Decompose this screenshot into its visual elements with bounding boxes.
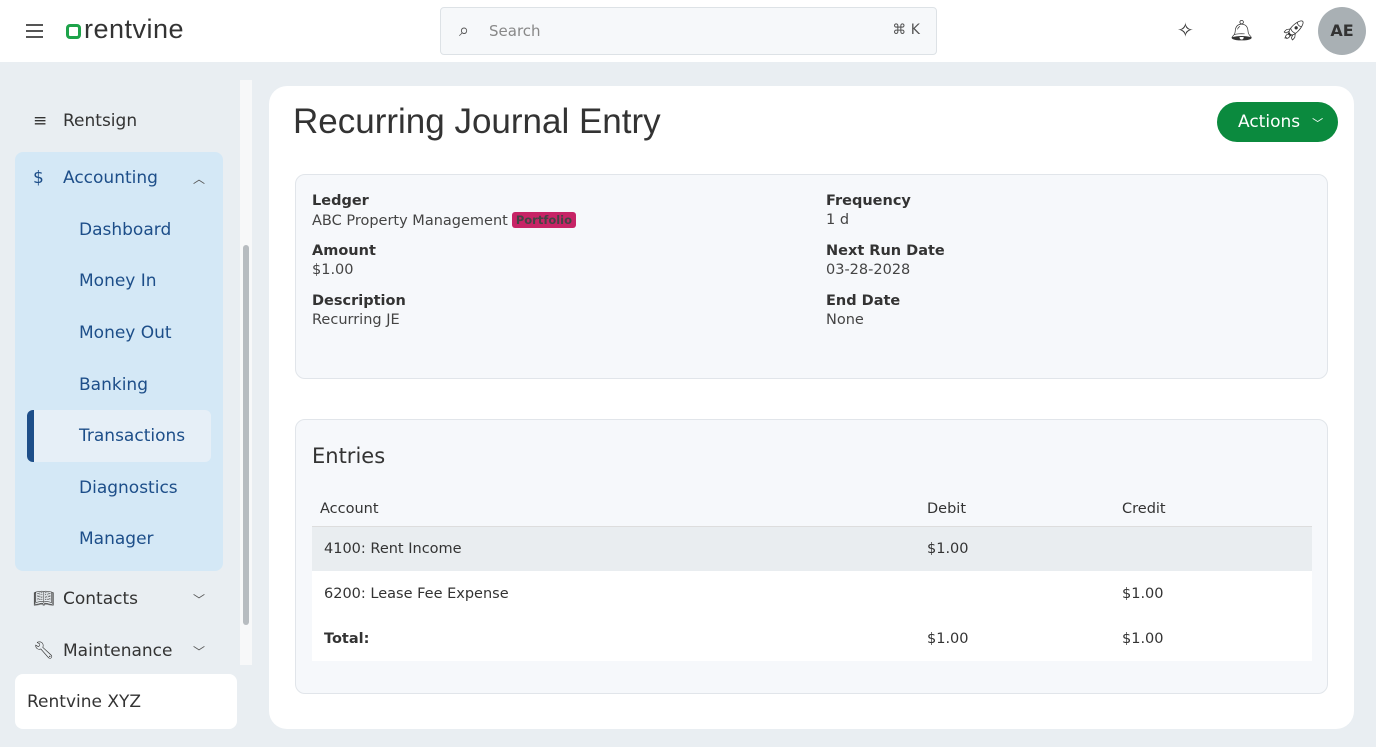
entries-title: Entries xyxy=(312,444,386,468)
search-shortcut: ⌘ K xyxy=(892,22,920,38)
chevron-up-icon: ︿ xyxy=(192,171,205,186)
details-card: Ledger ABC Property Management Portfolio A… xyxy=(295,174,1328,379)
field-label: Next Run Date xyxy=(826,243,945,259)
sparkle-icon[interactable]: ✧ xyxy=(1177,18,1194,42)
sidebar-item-contacts[interactable]: 📖︎ Contacts ﹀ xyxy=(15,573,223,625)
book-icon: 📖︎ xyxy=(33,589,55,610)
field-value: 1 d xyxy=(826,212,850,228)
top-bar: rentvine ⌕ Search ⌘ K ✧ 🔔︎ 🚀︎ AE xyxy=(0,0,1376,62)
field-label: Description xyxy=(312,293,406,309)
portfolio-badge: Portfolio xyxy=(511,212,577,228)
col-debit: Debit xyxy=(927,492,1122,527)
total-credit: $1.00 xyxy=(1122,616,1312,661)
field-label: Ledger xyxy=(312,193,369,209)
menu-icon[interactable] xyxy=(26,24,43,38)
field-label: Frequency xyxy=(826,193,911,209)
sidebar-item-diagnostics[interactable]: Diagnostics xyxy=(79,477,178,498)
total-label: Total: xyxy=(312,616,927,661)
actions-label: Actions xyxy=(1238,112,1301,132)
frequency-field: Frequency 1 d xyxy=(826,193,911,228)
next-run-field: Next Run Date 03-28-2028 xyxy=(826,243,945,278)
sidebar-item-accounting[interactable]: $ Accounting ︿ xyxy=(15,152,223,204)
field-label: Amount xyxy=(312,243,376,259)
col-credit: Credit xyxy=(1122,492,1312,527)
logo[interactable]: rentvine xyxy=(66,14,184,45)
nav-label: Rentsign xyxy=(63,111,138,131)
nav-label: Accounting xyxy=(63,168,158,188)
ledger-field: Ledger ABC Property Management Portfolio xyxy=(312,193,577,229)
end-date-field: End Date None xyxy=(826,293,900,328)
organization-switcher[interactable]: Rentvine XYZ xyxy=(15,674,237,729)
dollar-icon: $ xyxy=(33,168,44,188)
sidebar-item-money-out[interactable]: Money Out xyxy=(79,322,172,343)
logo-mark-icon xyxy=(66,24,81,39)
table-row[interactable]: 4100: Rent Income $1.00 xyxy=(312,526,1312,571)
sidebar-item-rentsign[interactable]: ≡ Rentsign xyxy=(15,95,223,147)
rocket-icon[interactable]: 🚀︎ xyxy=(1281,18,1307,42)
page-title: Recurring Journal Entry xyxy=(293,102,661,141)
search-input[interactable]: ⌕ Search ⌘ K xyxy=(440,7,937,55)
sidebar-item-manager[interactable]: Manager xyxy=(79,529,154,550)
table-header: Account Debit Credit xyxy=(312,492,1312,527)
actions-button[interactable]: Actions ﹀ xyxy=(1217,102,1338,142)
wrench-icon: 🔧︎ xyxy=(33,641,55,662)
field-value: $1.00 xyxy=(312,262,354,278)
sidebar-scrollbar[interactable] xyxy=(240,80,252,665)
total-row: Total: $1.00 $1.00 xyxy=(312,616,1312,661)
field-value: Recurring JE xyxy=(312,312,400,328)
sidebar: ≡ Rentsign $ Accounting ︿ Dashboard Money I… xyxy=(15,80,223,677)
total-debit: $1.00 xyxy=(927,616,1122,661)
cell-debit xyxy=(927,571,1122,616)
entries-card: Entries Account Debit Credit 4100: Rent In… xyxy=(295,419,1328,694)
chevron-down-icon: ﹀ xyxy=(1312,117,1324,130)
sidebar-item-maintenance[interactable]: 🔧︎ Maintenance ﹀ xyxy=(15,625,223,677)
scrollbar-thumb[interactable] xyxy=(243,245,249,625)
field-value: 03-28-2028 xyxy=(826,262,911,278)
search-placeholder: Search xyxy=(489,22,541,40)
amount-field: Amount $1.00 xyxy=(312,243,376,278)
cell-debit: $1.00 xyxy=(927,526,1122,571)
field-value: None xyxy=(826,312,864,328)
sidebar-item-dashboard[interactable]: Dashboard xyxy=(79,219,172,240)
cell-credit: $1.00 xyxy=(1122,571,1312,616)
rentsign-icon: ≡ xyxy=(33,111,48,131)
field-label: End Date xyxy=(826,293,901,309)
nav-label: Contacts xyxy=(63,589,138,610)
avatar[interactable]: AE xyxy=(1318,7,1366,55)
field-value: ABC Property Management xyxy=(312,213,508,229)
cell-account: 6200: Lease Fee Expense xyxy=(312,571,927,616)
cell-account: 4100: Rent Income xyxy=(312,526,927,571)
description-field: Description Recurring JE xyxy=(312,293,406,328)
table-row[interactable]: 6200: Lease Fee Expense $1.00 xyxy=(312,571,1312,616)
sidebar-item-banking[interactable]: Banking xyxy=(79,374,148,395)
sidebar-item-money-in[interactable]: Money In xyxy=(79,271,157,292)
chevron-down-icon: ﹀ xyxy=(192,592,205,607)
nav-label: Maintenance xyxy=(63,641,173,662)
sidebar-item-transactions[interactable]: Transactions xyxy=(27,410,211,462)
col-account: Account xyxy=(312,492,927,527)
search-icon: ⌕ xyxy=(459,20,470,41)
bell-icon[interactable]: 🔔︎ xyxy=(1229,18,1255,42)
chevron-down-icon: ﹀ xyxy=(192,644,205,659)
cell-credit xyxy=(1122,526,1312,571)
entries-table: Account Debit Credit 4100: Rent Income $1.0… xyxy=(312,492,1312,661)
main-panel: Recurring Journal Entry Actions ﹀ Ledger A… xyxy=(269,86,1354,729)
logo-text: rentvine xyxy=(84,14,185,44)
